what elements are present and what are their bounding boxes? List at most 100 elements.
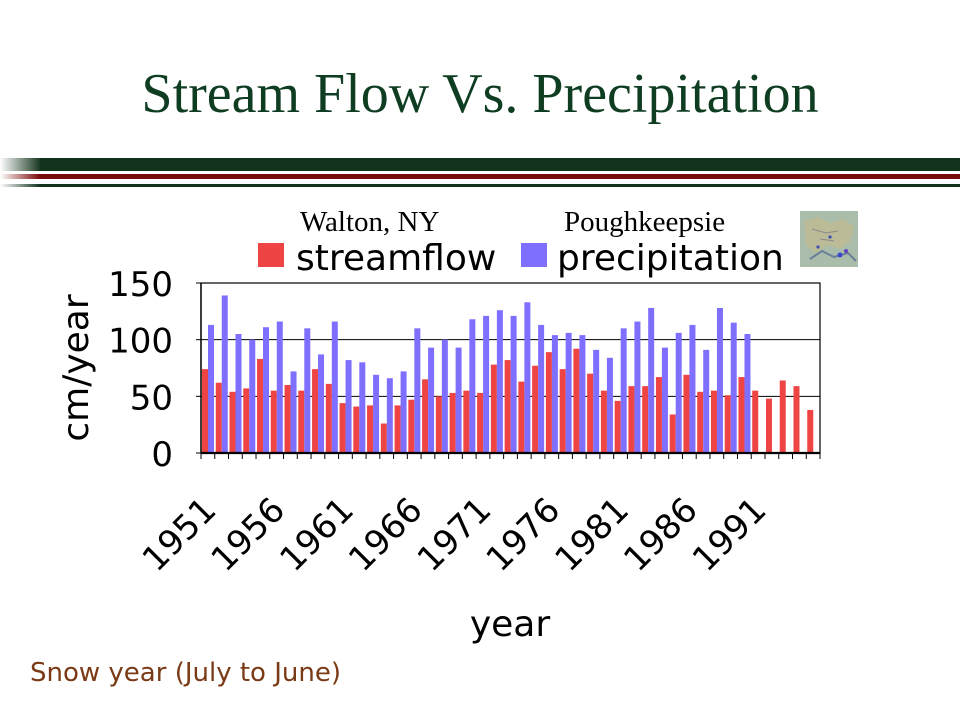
x-tick-label: 1956	[204, 490, 293, 579]
bar-streamflow	[765, 398, 772, 453]
bar-precipitation	[565, 332, 572, 453]
bar-precipitation	[386, 378, 393, 453]
bar-streamflow	[600, 390, 607, 453]
bar-precipitation	[524, 302, 531, 453]
bar-precipitation	[373, 374, 380, 453]
bar-precipitation	[400, 371, 407, 453]
bar-precipitation	[648, 307, 655, 453]
bar-streamflow	[380, 423, 387, 453]
bar-streamflow	[257, 358, 264, 453]
bar-streamflow	[215, 382, 222, 453]
bar-precipitation	[620, 328, 627, 453]
header-rule-dark	[0, 158, 960, 171]
bar-streamflow	[655, 377, 662, 453]
bar-precipitation	[331, 321, 338, 453]
bar-streamflow	[325, 383, 332, 453]
bar-streamflow	[394, 405, 401, 453]
bar-precipitation	[716, 307, 723, 453]
bar-precipitation	[551, 335, 558, 453]
bar-precipitation	[345, 360, 352, 453]
chart-labels: 0 50 100 150 1951195619611966197119761981198…	[56, 265, 774, 645]
x-tick-label: 1966	[341, 490, 430, 579]
bar-streamflow	[298, 390, 305, 453]
x-tick-label: 1976	[479, 490, 568, 579]
chart-bars	[202, 295, 814, 453]
bar-streamflow	[683, 374, 690, 453]
bar-streamflow	[697, 391, 704, 453]
bar-streamflow	[752, 390, 759, 453]
bar-precipitation	[455, 347, 462, 453]
bar-streamflow	[284, 385, 291, 453]
bar-streamflow	[807, 409, 814, 453]
bar-precipitation	[483, 315, 490, 453]
bar-streamflow	[710, 390, 717, 453]
bar-streamflow	[793, 386, 800, 453]
bar-precipitation	[304, 328, 311, 453]
bar-streamflow	[339, 403, 346, 453]
bar-streamflow	[559, 369, 566, 453]
y-tick-label: 150	[108, 265, 173, 305]
bar-streamflow	[422, 379, 429, 453]
bar-streamflow	[573, 348, 580, 453]
bar-streamflow	[724, 395, 731, 453]
bar-streamflow	[614, 400, 621, 453]
x-axis-label: year	[470, 604, 551, 645]
bar-streamflow	[408, 399, 415, 453]
bar-streamflow	[477, 392, 484, 453]
slide-title: Stream Flow Vs. Precipitation	[141, 63, 819, 125]
bar-streamflow	[587, 373, 594, 453]
bar-precipitation	[744, 334, 751, 453]
bar-precipitation	[703, 349, 710, 453]
bar-precipitation	[318, 354, 325, 453]
bar-streamflow	[642, 386, 649, 453]
bar-streamflow	[367, 405, 374, 453]
bar-streamflow	[449, 392, 456, 453]
chart-legend: Walton, NY Poughkeepsie streamflow precipit…	[258, 206, 784, 279]
bar-streamflow	[669, 414, 676, 453]
bar-precipitation	[634, 321, 641, 453]
bar-precipitation	[496, 310, 503, 453]
header-rule-thin	[0, 184, 960, 187]
legend-swatch-precipitation	[521, 243, 547, 267]
bar-streamflow	[545, 352, 552, 453]
y-tick-label: 0	[151, 435, 173, 475]
bar-streamflow	[532, 365, 539, 453]
bar-precipitation	[441, 339, 448, 453]
bar-precipitation	[730, 322, 737, 453]
bar-streamflow	[270, 390, 277, 453]
bar-precipitation	[428, 347, 435, 453]
location-label-walton: Walton, NY	[300, 206, 439, 238]
bar-precipitation	[661, 347, 668, 453]
y-tick-label: 50	[130, 378, 173, 418]
x-tick-label: 1991	[685, 490, 774, 579]
bar-streamflow	[738, 377, 745, 453]
x-tick-label: 1986	[616, 490, 705, 579]
bar-precipitation	[414, 328, 421, 453]
bar-precipitation	[235, 334, 242, 453]
y-axis-label: cm/year	[56, 294, 97, 442]
bar-precipitation	[276, 321, 283, 453]
bar-streamflow	[243, 388, 250, 453]
bar-streamflow	[463, 390, 470, 453]
bar-precipitation	[469, 319, 476, 453]
location-label-poughkeepsie: Poughkeepsie	[564, 206, 725, 238]
bar-precipitation	[359, 362, 366, 453]
footnote: Snow year (July to June)	[30, 658, 341, 688]
bar-precipitation	[510, 315, 517, 453]
bar-streamflow	[628, 386, 635, 453]
x-tick-label: 1971	[410, 490, 499, 579]
legend-label-precipitation: precipitation	[557, 238, 784, 279]
legend-swatch-streamflow	[258, 243, 284, 267]
header-rule-red	[0, 174, 960, 179]
chart-axes	[196, 282, 821, 459]
bar-precipitation	[538, 324, 545, 453]
bar-streamflow	[202, 369, 208, 453]
bar-precipitation	[689, 324, 696, 453]
bar-streamflow	[435, 396, 442, 453]
bar-streamflow	[779, 380, 786, 453]
x-tick-label: 1961	[272, 490, 361, 579]
bar-precipitation	[263, 327, 270, 453]
bar-streamflow	[312, 369, 319, 453]
bar-precipitation	[675, 332, 682, 453]
bar-streamflow	[504, 360, 511, 453]
